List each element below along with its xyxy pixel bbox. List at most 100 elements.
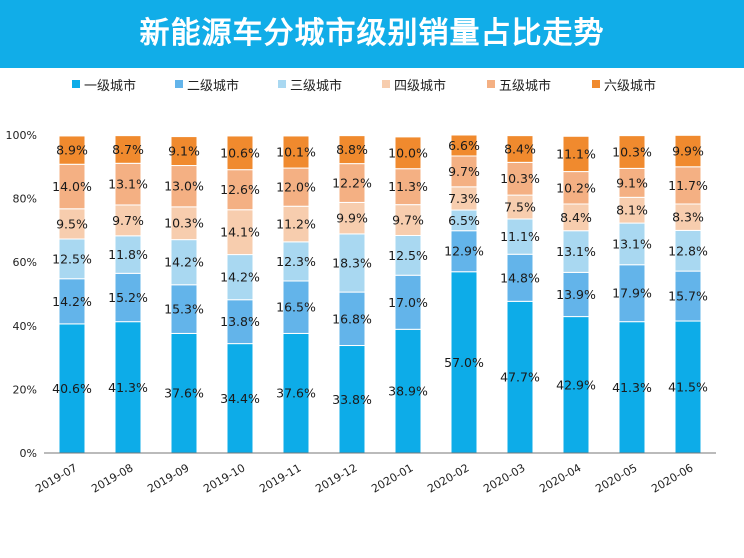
- data-label: 12.0%: [276, 180, 316, 195]
- bar-segment: [170, 332, 198, 454]
- data-label: 15.2%: [108, 290, 148, 305]
- bar-segment: [338, 201, 366, 235]
- data-label: 14.2%: [52, 294, 92, 309]
- data-label: 13.0%: [164, 179, 204, 194]
- data-label: 9.7%: [448, 164, 480, 179]
- data-label: 11.8%: [108, 247, 148, 262]
- legend-label-tier5: 五级城市: [499, 78, 552, 94]
- data-label: 7.3%: [448, 191, 480, 206]
- x-tick-label: 2019-10: [201, 461, 247, 495]
- x-tick-label: 2020-04: [537, 461, 583, 495]
- legend-swatch-tier4: [382, 80, 390, 88]
- bar-segment: [114, 204, 142, 237]
- data-label: 57.0%: [444, 355, 484, 370]
- data-label: 14.1%: [220, 225, 260, 240]
- data-label: 16.8%: [332, 311, 372, 326]
- bar-segment: [170, 165, 198, 208]
- bar-segment: [282, 332, 310, 454]
- legend-item-tier3: 三级城市: [278, 74, 342, 94]
- bar-segment: [674, 134, 702, 168]
- legend-label-tier3: 三级城市: [290, 78, 343, 94]
- data-label: 13.8%: [220, 314, 260, 329]
- chart-legend: 一级城市 二级城市 三级城市 四级城市 五级城市 六级城市: [0, 72, 744, 96]
- bar-segment: [506, 218, 534, 255]
- bar-segment: [338, 291, 366, 347]
- y-tick-label: 80%: [13, 193, 37, 206]
- data-label: 8.8%: [336, 142, 368, 157]
- data-label: 11.3%: [388, 179, 428, 194]
- legend-swatch-tier3: [278, 80, 286, 88]
- data-label: 14.0%: [52, 179, 92, 194]
- data-label: 18.3%: [332, 255, 372, 270]
- data-label: 10.2%: [556, 180, 596, 195]
- legend-item-tier4: 四级城市: [382, 74, 446, 94]
- bar-segment: [450, 155, 478, 188]
- bar-segment: [282, 280, 310, 334]
- data-label: 14.2%: [220, 270, 260, 285]
- bar-segment: [562, 203, 590, 232]
- data-label: 9.5%: [56, 216, 88, 231]
- data-label: 41.3%: [612, 380, 652, 395]
- data-label: 9.9%: [336, 211, 368, 226]
- bar-segment: [450, 230, 478, 273]
- data-label: 12.2%: [332, 176, 372, 191]
- bar-segment: [674, 166, 702, 205]
- bar-segment: [226, 343, 254, 454]
- legend-label-tier4: 四级城市: [394, 78, 447, 94]
- data-label: 12.9%: [444, 244, 484, 259]
- data-label: 8.9%: [56, 143, 88, 158]
- data-label: 38.9%: [388, 384, 428, 399]
- y-tick-label: 100%: [6, 129, 37, 142]
- bar-segment: [226, 169, 254, 211]
- bar-segment: [114, 235, 142, 274]
- data-label: 9.7%: [112, 213, 144, 228]
- data-label: 13.1%: [612, 236, 652, 251]
- bar-segment: [674, 203, 702, 231]
- data-label: 14.2%: [164, 255, 204, 270]
- bar-segment: [394, 136, 422, 170]
- bar-segment: [562, 171, 590, 205]
- data-label: 10.1%: [276, 145, 316, 160]
- bar-segment: [58, 163, 86, 210]
- bar-segment: [114, 135, 142, 164]
- y-tick-label: 40%: [13, 320, 37, 333]
- legend-swatch-tier2: [175, 80, 183, 88]
- data-label: 8.1%: [616, 203, 648, 218]
- data-label: 10.3%: [164, 216, 204, 231]
- data-label: 11.7%: [668, 178, 708, 193]
- bar-segment: [170, 284, 198, 334]
- data-label: 13.9%: [556, 287, 596, 302]
- bar-segment: [674, 229, 702, 272]
- data-label: 42.9%: [556, 377, 596, 392]
- bar-segment: [618, 222, 646, 266]
- data-label: 7.5%: [504, 200, 536, 215]
- x-tick-label: 2019-08: [89, 461, 135, 495]
- bar-segment: [506, 253, 534, 302]
- bar-segment: [450, 134, 478, 157]
- data-label: 12.8%: [668, 243, 708, 258]
- data-label: 8.4%: [560, 210, 592, 225]
- data-label: 11.2%: [276, 217, 316, 232]
- bar-segment: [170, 239, 198, 286]
- data-label: 6.5%: [448, 213, 480, 228]
- bar-segment: [506, 135, 534, 163]
- data-label: 33.8%: [332, 392, 372, 407]
- x-tick-label: 2019-07: [33, 461, 79, 495]
- legend-swatch-tier6: [592, 80, 600, 88]
- data-label: 12.5%: [388, 248, 428, 263]
- x-tick-label: 2020-06: [649, 461, 695, 495]
- data-label: 47.7%: [500, 370, 540, 385]
- bar-segment: [674, 320, 702, 454]
- data-label: 12.3%: [276, 254, 316, 269]
- bar-segment: [562, 271, 590, 318]
- legend-label-tier1: 一级城市: [84, 78, 137, 94]
- data-label: 37.6%: [164, 386, 204, 401]
- data-label: 8.7%: [112, 142, 144, 157]
- x-tick-label: 2020-01: [369, 461, 415, 495]
- legend-label-tier2: 二级城市: [187, 78, 240, 94]
- bar-segment: [562, 135, 590, 173]
- bar-segment: [450, 271, 478, 454]
- bar-segment: [58, 135, 86, 165]
- bar-segment: [338, 233, 366, 293]
